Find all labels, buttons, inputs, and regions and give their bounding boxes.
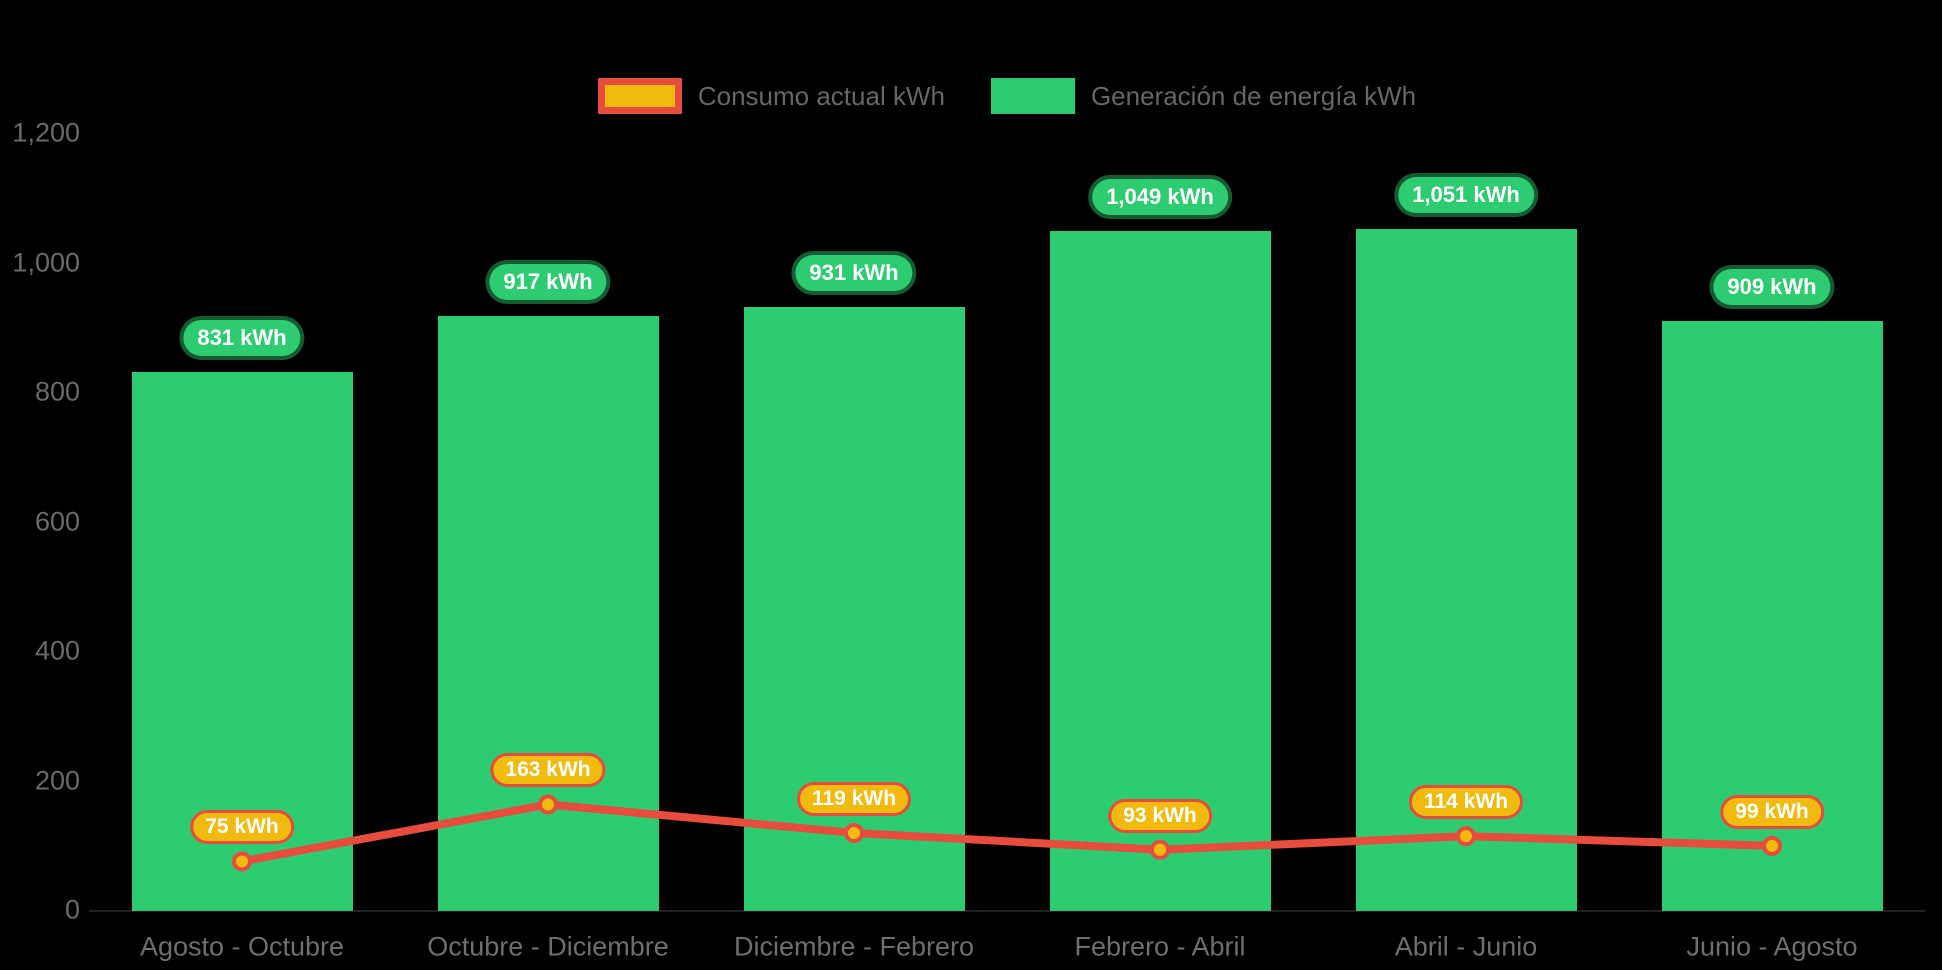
line-value-badge: 163 kWh — [490, 753, 606, 788]
y-tick-label: 600 — [34, 506, 80, 536]
x-axis-line — [89, 910, 1925, 912]
line-value-badge: 114 kWh — [1408, 785, 1524, 820]
line-value-badge: 119 kWh — [796, 781, 912, 816]
y-tick-label: 800 — [34, 376, 80, 407]
bar-value-badge: 831 kWh — [183, 319, 301, 356]
y-tick-label: 1,000 — [12, 247, 80, 277]
legend: Consumo actual kWh Generación de energía… — [89, 72, 1925, 120]
bar-value-badge: 1,049 kWh — [1092, 178, 1228, 215]
consumo-data-point[interactable] — [538, 794, 558, 815]
consumo-line — [238, 800, 1776, 866]
x-axis-label: Abril - Junio — [1394, 931, 1538, 962]
bar-value-badge: 917 kWh — [489, 264, 607, 301]
legend-item-consumo[interactable]: Consumo actual kWh — [597, 78, 945, 114]
consumo-data-point[interactable] — [1762, 835, 1782, 856]
x-axis-label: Octubre - Diciembre — [427, 931, 669, 962]
line-value-badge: 99 kWh — [1720, 794, 1824, 829]
consumo-data-point[interactable] — [1150, 839, 1170, 860]
line-value-badge: 93 kWh — [1108, 798, 1212, 833]
legend-label-consumo: Consumo actual kWh — [697, 80, 945, 111]
generacion-legend-swatch-icon — [990, 78, 1075, 114]
x-axis-label: Junio - Agosto — [1686, 931, 1858, 962]
consumo-data-point[interactable] — [844, 822, 864, 843]
y-tick-label: 0 — [64, 894, 80, 925]
y-tick-label: 200 — [34, 765, 80, 795]
x-axis-label: Febrero - Abril — [1074, 931, 1246, 962]
y-tick-label: 400 — [34, 635, 80, 666]
x-axis-label: Diciembre - Febrero — [733, 931, 975, 962]
bar-generacion[interactable] — [1049, 230, 1271, 911]
line-value-badge: 75 kWh — [190, 810, 294, 845]
bar-value-badge: 1,051 kWh — [1398, 177, 1534, 214]
consumo-legend-swatch-icon — [597, 78, 682, 114]
consumo-data-point[interactable] — [1456, 826, 1476, 847]
x-axis-label: Agosto - Octubre — [139, 931, 345, 962]
bar-value-badge: 909 kWh — [1713, 269, 1831, 306]
legend-item-generacion[interactable]: Generación de energía kWh — [990, 78, 1417, 114]
y-tick-label: 1,200 — [12, 117, 80, 148]
consumo-data-point[interactable] — [232, 851, 252, 872]
legend-label-generacion: Generación de energía kWh — [1090, 80, 1417, 111]
bar-value-badge: 931 kWh — [795, 255, 913, 292]
